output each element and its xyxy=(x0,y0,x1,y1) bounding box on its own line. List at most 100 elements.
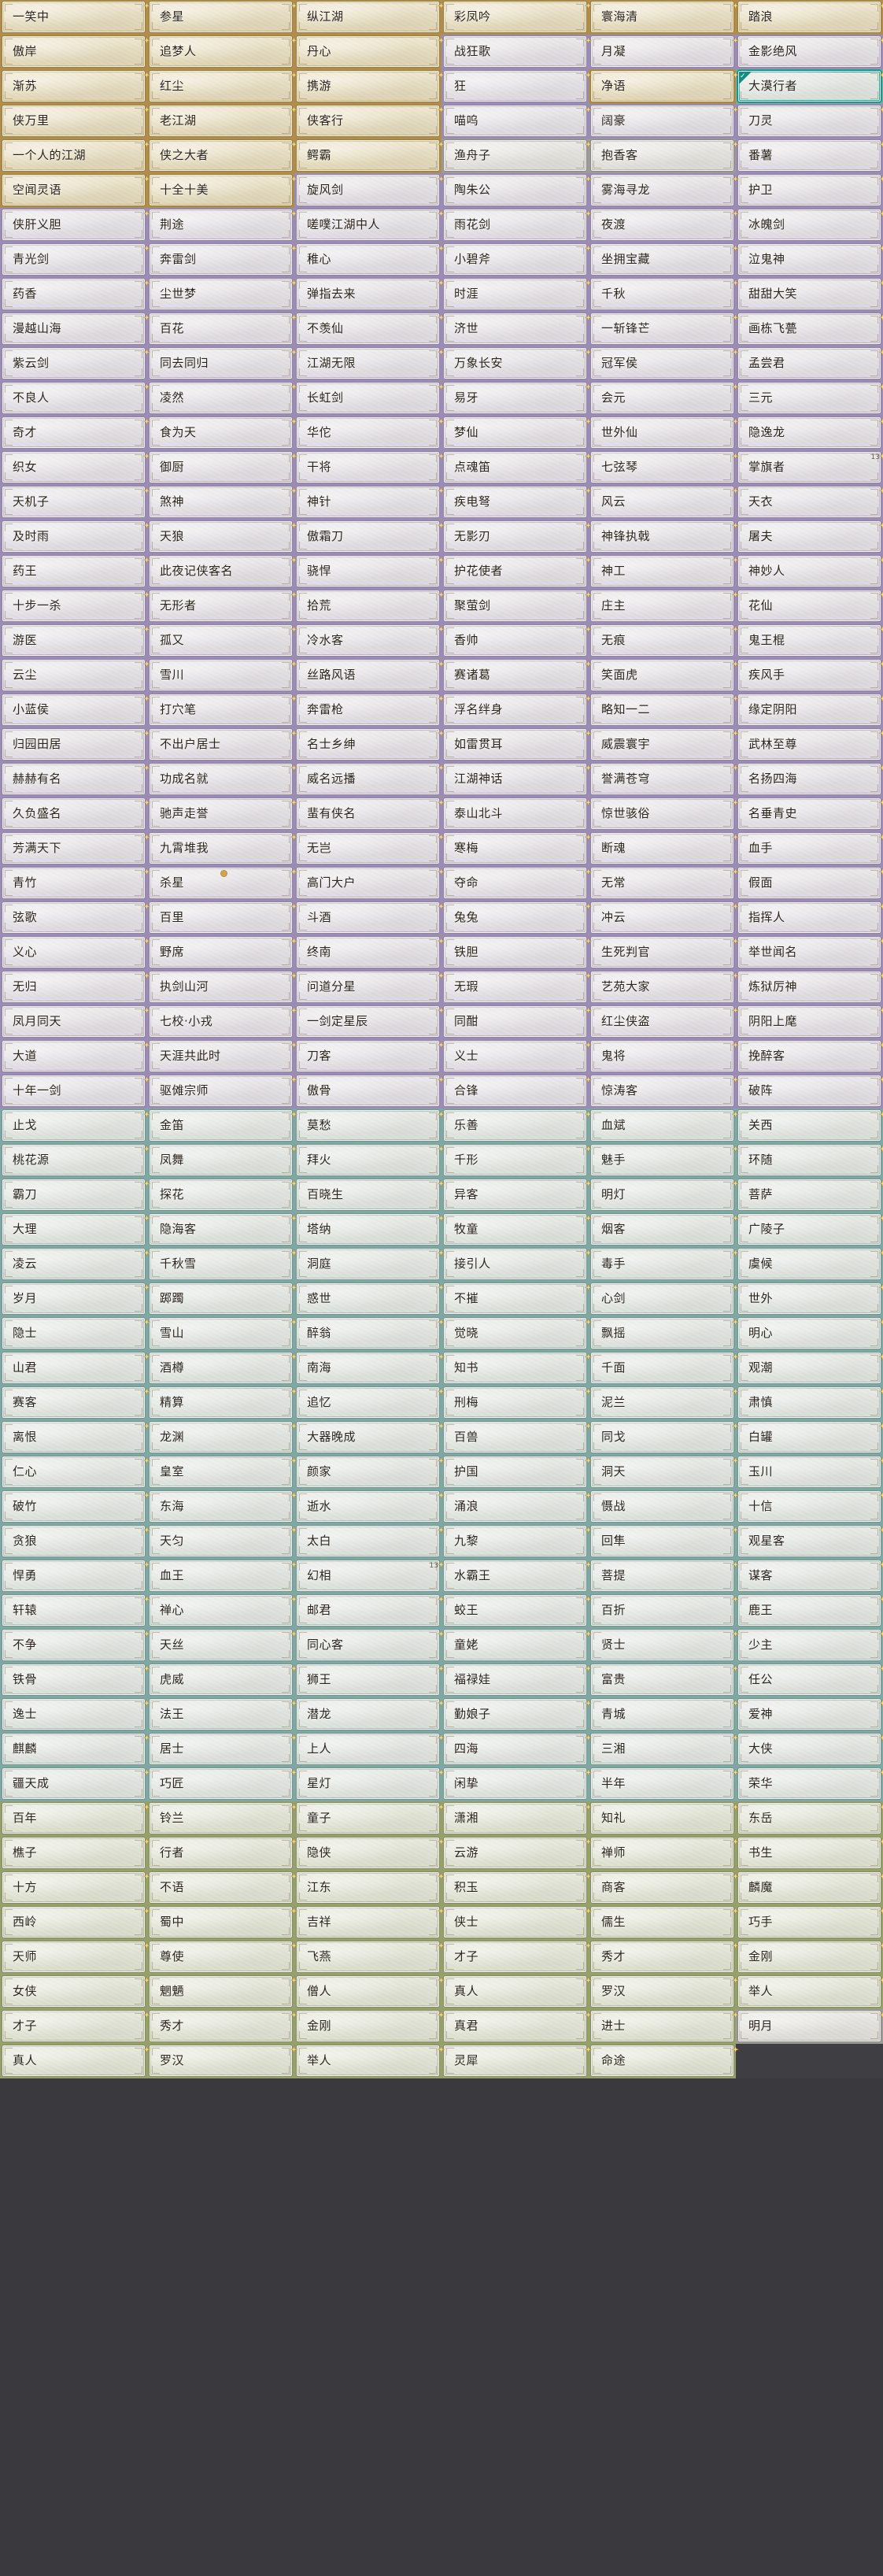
title-plate[interactable]: 渐苏 xyxy=(2,70,146,102)
title-cell[interactable]: 僧人 xyxy=(294,1975,445,2009)
title-plate[interactable]: 心剑 xyxy=(590,1282,734,1315)
title-cell[interactable]: 神针 xyxy=(294,485,445,520)
title-cell[interactable]: 魅手 xyxy=(589,1143,740,1178)
title-cell[interactable]: 举人 xyxy=(294,2044,445,2078)
title-plate[interactable]: 小蓝侯 xyxy=(2,694,146,726)
title-cell[interactable]: 四海 xyxy=(442,1732,593,1767)
title-cell[interactable]: 进士 xyxy=(589,2009,740,2044)
title-plate[interactable]: 泣鬼神 xyxy=(737,243,881,276)
title-cell[interactable]: 疾风手 xyxy=(736,658,883,693)
title-plate[interactable]: 福禄娃 xyxy=(443,1664,587,1696)
title-plate[interactable]: 拜火 xyxy=(296,1144,440,1176)
title-plate[interactable]: 大理 xyxy=(2,1213,146,1245)
title-cell[interactable]: 大漠行者 xyxy=(736,69,883,104)
title-cell[interactable]: 侠肝义胆 xyxy=(0,208,151,242)
title-cell[interactable]: 合锋 xyxy=(442,1074,593,1108)
title-cell[interactable]: 傲霜刀 xyxy=(294,520,445,554)
title-plate[interactable]: 驱傩宗师 xyxy=(149,1075,293,1107)
title-plate[interactable]: 凤舞 xyxy=(149,1144,293,1176)
title-cell[interactable]: 嗟噗江湖中人 xyxy=(294,208,445,242)
title-cell[interactable]: 幻相 13 xyxy=(294,1559,445,1593)
title-cell[interactable]: 皇室 xyxy=(147,1455,298,1490)
title-plate[interactable]: 铃兰 xyxy=(149,1802,293,1834)
title-plate[interactable]: 弦歌 xyxy=(2,901,146,934)
title-cell[interactable]: 高门大户 xyxy=(294,866,445,901)
title-plate[interactable]: 命途 xyxy=(590,2045,734,2077)
title-plate[interactable]: 生死判官 xyxy=(590,936,734,968)
title-plate[interactable]: 一剑定星辰 xyxy=(296,1005,440,1038)
title-plate[interactable]: 书生 xyxy=(737,1837,881,1869)
title-cell[interactable]: 天师 xyxy=(0,1940,151,1975)
title-cell[interactable]: 干将 xyxy=(294,450,445,485)
title-plate[interactable]: 奔雷剑 xyxy=(149,243,293,276)
title-plate[interactable]: 携游 xyxy=(296,70,440,102)
title-plate[interactable]: 易牙 xyxy=(443,382,587,414)
title-plate[interactable]: 明灯 xyxy=(590,1179,734,1211)
title-cell[interactable]: 任公 xyxy=(736,1663,883,1697)
title-plate[interactable]: 潜龙 xyxy=(296,1698,440,1730)
title-plate[interactable]: 傲骨 xyxy=(296,1075,440,1107)
title-plate[interactable]: 惑世 xyxy=(296,1282,440,1315)
title-plate[interactable]: 渔舟子 xyxy=(443,139,587,172)
title-cell[interactable]: 芳满天下 xyxy=(0,831,151,866)
title-cell[interactable]: 威名远播 xyxy=(294,762,445,797)
title-plate[interactable]: 漫越山海 xyxy=(2,313,146,345)
title-plate[interactable]: 画栋飞甍 xyxy=(737,313,881,345)
title-plate[interactable]: 金笛 xyxy=(149,1109,293,1142)
title-plate[interactable]: 泥兰 xyxy=(590,1386,734,1419)
title-cell[interactable]: 观星客 xyxy=(736,1524,883,1559)
title-cell[interactable]: 轩辕 xyxy=(0,1593,151,1628)
title-plate[interactable]: 凌云 xyxy=(2,1248,146,1280)
title-plate[interactable]: 终南 xyxy=(296,936,440,968)
title-cell[interactable]: 觉晓 xyxy=(442,1316,593,1351)
title-plate[interactable]: 神工 xyxy=(590,555,734,587)
title-cell[interactable]: 缘定阴阳 xyxy=(736,693,883,727)
title-cell[interactable]: 金笛 xyxy=(147,1108,298,1143)
title-plate[interactable]: 罗汉 xyxy=(149,2045,293,2077)
title-plate[interactable]: 合锋 xyxy=(443,1075,587,1107)
title-plate[interactable]: 灵犀 xyxy=(443,2045,587,2077)
title-plate[interactable]: 喵呜 xyxy=(443,105,587,137)
title-cell[interactable]: 举世闻名 xyxy=(736,935,883,970)
title-plate[interactable]: 居士 xyxy=(149,1733,293,1765)
title-cell[interactable]: 不语 xyxy=(147,1871,298,1905)
title-plate[interactable]: 打穴笔 xyxy=(149,694,293,726)
title-plate[interactable]: 弹指去来 xyxy=(296,278,440,310)
title-plate[interactable]: 逸士 xyxy=(2,1698,146,1730)
title-plate[interactable]: 冰魄剑 xyxy=(737,209,881,241)
title-cell[interactable]: 青竹 xyxy=(0,866,151,901)
title-plate[interactable]: 老江湖 xyxy=(149,105,293,137)
title-plate[interactable]: 麟魔 xyxy=(737,1871,881,1904)
title-plate[interactable]: 观潮 xyxy=(737,1352,881,1384)
title-plate[interactable]: 笑面虎 xyxy=(590,659,734,691)
title-plate[interactable]: 梦仙 xyxy=(443,416,587,449)
title-cell[interactable]: 吉祥 xyxy=(294,1905,445,1940)
title-cell[interactable]: 华佗 xyxy=(294,416,445,450)
title-cell[interactable]: 鬼将 xyxy=(589,1039,740,1074)
title-cell[interactable]: 百里 xyxy=(147,901,298,935)
title-plate[interactable]: 毒手 xyxy=(590,1248,734,1280)
title-plate[interactable]: 百里 xyxy=(149,901,293,934)
title-cell[interactable]: 江湖神话 xyxy=(442,762,593,797)
title-cell[interactable]: 少主 xyxy=(736,1628,883,1663)
title-cell[interactable]: 奔雷剑 xyxy=(147,242,298,277)
title-cell[interactable]: 尊使 xyxy=(147,1940,298,1975)
title-cell[interactable]: 大侠 xyxy=(736,1732,883,1767)
title-plate[interactable]: 凌然 xyxy=(149,382,293,414)
title-plate[interactable]: 天匀 xyxy=(149,1525,293,1557)
title-plate[interactable]: 菩提 xyxy=(590,1560,734,1592)
title-plate[interactable]: 肃慎 xyxy=(737,1386,881,1419)
title-plate[interactable]: 飞燕 xyxy=(296,1941,440,1973)
title-cell[interactable]: 凌云 xyxy=(0,1247,151,1282)
title-cell[interactable]: 离恨 xyxy=(0,1420,151,1455)
title-cell[interactable]: 龙渊 xyxy=(147,1420,298,1455)
title-plate[interactable]: 傲霜刀 xyxy=(296,520,440,553)
title-plate[interactable]: 贤士 xyxy=(590,1629,734,1661)
title-cell[interactable]: 不摧 xyxy=(442,1282,593,1316)
title-plate[interactable]: 闲挚 xyxy=(443,1767,587,1800)
title-cell[interactable]: 誉满苍穹 xyxy=(589,762,740,797)
title-plate[interactable]: 举世闻名 xyxy=(737,936,881,968)
title-plate[interactable]: 冠军侯 xyxy=(590,347,734,379)
title-cell[interactable]: 丝路风语 xyxy=(294,658,445,693)
title-plate[interactable]: 疾电弩 xyxy=(443,486,587,518)
